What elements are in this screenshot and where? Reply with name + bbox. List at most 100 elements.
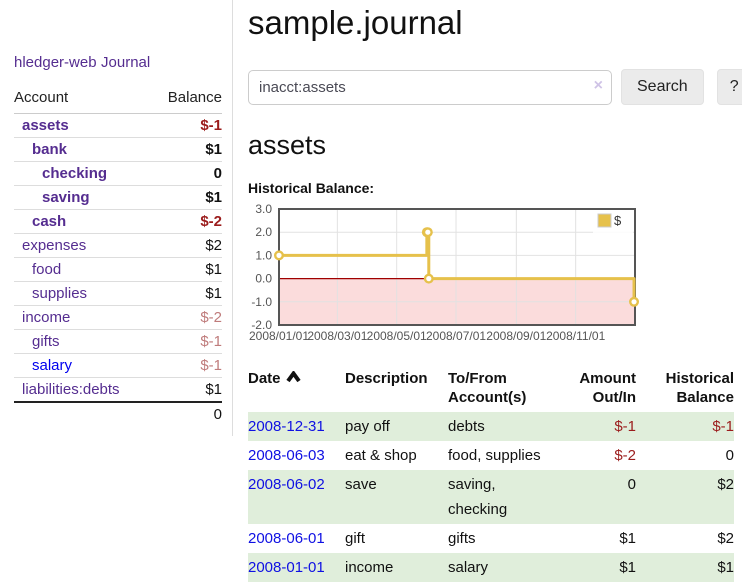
account-balance: $-2 [151, 305, 222, 330]
y-tick-label: -1.0 [251, 295, 272, 309]
transaction-amount: $1 [619, 530, 636, 547]
sidebar-account-link[interactable]: expenses [22, 237, 87, 254]
column-header-description[interactable]: Description [345, 370, 428, 387]
legend-swatch [597, 213, 612, 228]
y-tick-label: -2.0 [251, 318, 272, 332]
transaction-balance: $-1 [712, 418, 734, 435]
accounts-total-row: 0 [14, 401, 222, 426]
account-balance: $-2 [151, 209, 222, 234]
transaction-accounts: salary [448, 553, 558, 582]
account-balance: $2 [151, 233, 222, 258]
x-tick-label: 2008/01/01 [249, 329, 309, 343]
account-row: liabilities:debts $1 [14, 377, 222, 403]
account-ref: debts [448, 418, 485, 435]
account-balance: $1 [151, 137, 222, 162]
account-row: food $1 [14, 257, 222, 282]
register-table: Date Description To/From Account(s) Amount … [248, 367, 734, 582]
sidebar-account-link[interactable]: assets [22, 117, 69, 134]
sidebar-account-link[interactable]: gifts [32, 333, 60, 350]
transaction-date-link[interactable]: 2008-06-02 [248, 476, 325, 493]
data-point-marker [422, 227, 433, 238]
column-header-date[interactable]: Date [248, 367, 345, 412]
sidebar-account-link[interactable]: liabilities:debts [22, 381, 120, 398]
account-heading: assets [248, 130, 327, 160]
search-button[interactable]: Search [621, 69, 704, 105]
transaction-accounts: food, supplies [448, 441, 558, 470]
accounts-header-balance: Balance [151, 89, 222, 114]
transaction-accounts: saving, checking [448, 470, 558, 524]
account-row: salary $-1 [14, 353, 222, 378]
sidebar-item-journal[interactable]: Journal [101, 54, 151, 71]
column-header-historical-balance[interactable]: Historical Balance [665, 370, 734, 406]
account-balance: $1 [151, 281, 222, 306]
transaction-balance: 0 [725, 447, 734, 464]
register-row: 2008-06-03 eat & shop food, supplies $-2 0 [248, 441, 734, 470]
account-balance: $-1 [151, 113, 222, 138]
legend-label: $ [614, 213, 622, 228]
account-row: cash $-2 [14, 209, 222, 234]
sidebar-account-link[interactable]: salary [32, 357, 73, 374]
account-ref: food, [448, 447, 482, 464]
account-row: gifts $-1 [14, 329, 222, 354]
sidebar-account-link[interactable]: food [32, 261, 62, 278]
sidebar-account-link[interactable]: supplies [32, 285, 88, 302]
transaction-amount: 0 [627, 476, 636, 493]
transaction-amount: $1 [619, 559, 636, 576]
account-row: expenses $2 [14, 233, 222, 258]
search-input[interactable] [248, 69, 612, 105]
account-balance: $1 [151, 377, 222, 403]
account-balance: $1 [151, 257, 222, 282]
column-header-amount-out-in[interactable]: Amount Out/In [579, 370, 636, 406]
accounts-total-value: 0 [151, 401, 222, 426]
account-row: saving $1 [14, 185, 222, 210]
account-row: bank $1 [14, 137, 222, 162]
sidebar-account-link[interactable]: bank [32, 141, 68, 158]
data-point-marker [629, 296, 640, 307]
account-ref: saving, [448, 476, 496, 493]
account-balance: $1 [151, 185, 222, 210]
transaction-date-link[interactable]: 2008-06-03 [248, 447, 325, 464]
app-title-link[interactable]: hledger-web [14, 54, 97, 71]
transaction-balance: $1 [717, 559, 734, 576]
account-row: income $-2 [14, 305, 222, 330]
account-ref: checking [448, 501, 508, 518]
transaction-date-link[interactable]: 2008-06-01 [248, 530, 325, 547]
transaction-date-link[interactable]: 2008-01-01 [248, 559, 325, 576]
transaction-description: gift [345, 530, 366, 547]
register-row: 2008-06-02 save saving, checking 0 $2 [248, 470, 734, 524]
clear-search-icon[interactable]: × [593, 76, 603, 94]
account-row: checking 0 [14, 161, 222, 186]
column-header-to-from-account-s-[interactable]: To/From Account(s) [448, 370, 527, 406]
x-tick-label: 2008/07/01 [426, 329, 486, 343]
sidebar-account-link[interactable]: cash [32, 213, 67, 230]
account-ref: gifts [448, 530, 476, 547]
account-balance: 0 [151, 161, 222, 186]
transaction-description: pay off [345, 418, 390, 435]
main-content: sample.journal × Search ? assets Histori… [248, 0, 742, 582]
transaction-description: eat & shop [345, 447, 417, 464]
help-button[interactable]: ? [716, 69, 742, 105]
transaction-amount: $-1 [614, 418, 636, 435]
account-balance: $-1 [151, 329, 222, 354]
x-tick-label: 2008/09/01 [486, 329, 546, 343]
transaction-date-link[interactable]: 2008-12-31 [248, 418, 325, 435]
transaction-amount: $-2 [614, 447, 636, 464]
page-title: sample.journal [248, 4, 463, 41]
y-tick-label: 3.0 [255, 202, 272, 216]
sort-ascending-icon [285, 370, 301, 383]
historical-balance-chart: 3.0 2.0 1.0 0.0 -1.0 -2.02008/01/012008/03/01… [249, 202, 640, 343]
x-tick-label: 2008/05/01 [367, 329, 427, 343]
account-ref: supplies [485, 447, 541, 464]
sidebar: hledger-web Journal Account Balance asse… [0, 0, 233, 436]
chart-border [278, 208, 636, 326]
transaction-description: save [345, 476, 377, 493]
y-tick-label: 2.0 [255, 225, 272, 239]
accounts-balance-table: Account Balance assets $-1 bank $1 checking 0… [14, 89, 222, 426]
sidebar-account-link[interactable]: income [22, 309, 71, 326]
sidebar-account-link[interactable]: checking [42, 165, 108, 182]
y-tick-label: 0.0 [255, 272, 272, 286]
transaction-accounts: debts [448, 412, 558, 441]
sidebar-account-link[interactable]: saving [42, 189, 90, 206]
y-tick-label: 1.0 [255, 248, 272, 262]
